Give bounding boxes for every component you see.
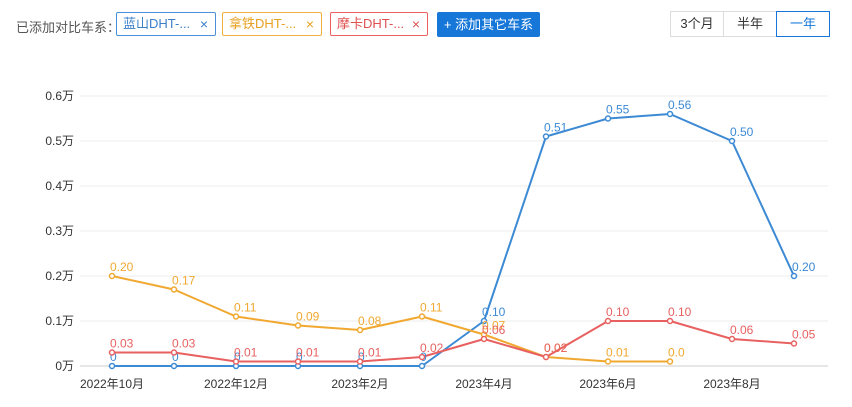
series-0-point	[790, 272, 798, 280]
add-series-button[interactable]: + 添加其它车系	[437, 12, 540, 37]
series-1-point	[294, 322, 302, 329]
series-1-data-label: 0.07	[482, 319, 506, 333]
series-1-data-label: 0.02	[544, 341, 568, 355]
x-tick-label: 2023年2月	[331, 377, 388, 391]
series-0-data-label: 0.56	[668, 98, 692, 112]
close-icon[interactable]: ×	[305, 16, 314, 32]
series-1-point	[418, 313, 426, 320]
series-2-data-label: 0.02	[544, 341, 568, 355]
series-1-line	[111, 275, 670, 363]
series-0-point	[666, 110, 674, 118]
series-2-point	[108, 349, 116, 356]
series-0-data-label: 0	[358, 350, 365, 364]
series-1-point	[666, 358, 674, 365]
compare-tag-natie[interactable]: 拿铁DHT-... ×	[222, 12, 322, 36]
series-2-point	[294, 358, 302, 365]
series-2-point	[232, 358, 240, 365]
series-0-data-label: 0.50	[730, 125, 754, 139]
series-2-point	[356, 358, 364, 365]
series-2-data-label: 0.10	[668, 305, 692, 319]
series-1-data-label: 0.08	[358, 314, 382, 328]
compare-tag-label: 拿铁DHT-...	[229, 16, 297, 31]
x-tick-label: 2022年10月	[80, 377, 144, 391]
close-icon[interactable]: ×	[199, 16, 208, 32]
series-0-data-label: 0	[172, 350, 179, 364]
series-2-point	[418, 353, 426, 361]
series-0-point	[728, 137, 736, 145]
series-1-point	[604, 358, 612, 365]
series-1-data-label: 0.11	[420, 301, 443, 315]
series-0-data-label: 0.51	[544, 121, 568, 135]
y-tick-label: 0万	[55, 359, 74, 373]
series-2-point	[604, 317, 612, 325]
series-2-data-label: 0.05	[792, 328, 816, 342]
series-2-data-label: 0.10	[606, 305, 630, 319]
compare-tag-moka[interactable]: 摩卡DHT-... ×	[330, 12, 428, 36]
series-1-data-label: 0.09	[296, 310, 320, 324]
series-2-point	[790, 340, 798, 347]
series-0-point	[542, 133, 550, 140]
compare-tag-lanshan[interactable]: 蓝山DHT-... ×	[116, 12, 216, 36]
y-tick-label: 0.5万	[45, 134, 74, 148]
series-1-point	[108, 272, 116, 280]
series-0-data-label: 0	[296, 350, 303, 364]
series-2-data-label: 0.01	[296, 346, 320, 360]
y-tick-label: 0.3万	[45, 224, 74, 238]
series-2-point	[728, 335, 736, 343]
x-tick-label: 2023年4月	[455, 377, 512, 391]
series-1-data-label: 0.01	[606, 346, 630, 360]
series-0-data-label: 0	[110, 350, 117, 364]
series-0-point	[604, 115, 612, 122]
series-1-point	[356, 326, 364, 334]
series-1-data-label: 0.20	[110, 260, 134, 274]
y-tick-label: 0.1万	[45, 314, 74, 328]
x-tick-label: 2023年8月	[703, 377, 760, 391]
series-1-point	[170, 286, 178, 293]
y-tick-label: 0.4万	[45, 179, 74, 193]
series-1-point	[232, 313, 240, 320]
series-2-point	[542, 353, 550, 361]
series-0-point	[480, 317, 488, 325]
range-half-year[interactable]: 半年	[723, 11, 777, 37]
series-2-data-label: 0.01	[234, 346, 258, 360]
series-2-data-label: 0.06	[482, 323, 506, 337]
series-2-data-label: 0.06	[730, 323, 754, 337]
x-tick-label: 2022年12月	[204, 377, 268, 391]
series-2-data-label: 0.03	[110, 337, 134, 351]
series-0-point	[418, 362, 426, 370]
series-2-point	[170, 349, 178, 356]
range-one-year[interactable]: 一年	[776, 11, 830, 37]
series-0-data-label: 0	[234, 350, 241, 364]
series-0-point	[108, 362, 116, 370]
series-2-point	[666, 317, 674, 325]
compare-label: 已添加对比车系：	[16, 20, 121, 35]
compare-toolbar: 已添加对比车系： 蓝山DHT-... × 拿铁DHT-... × 摩卡DHT-.…	[0, 0, 852, 50]
series-0-data-label: 0.10	[482, 305, 506, 319]
compare-tag-label: 摩卡DHT-...	[337, 16, 405, 31]
x-tick-label: 2023年6月	[579, 377, 636, 391]
series-0-line	[112, 113, 795, 367]
series-1-data-label: 0.11	[234, 301, 257, 315]
y-tick-label: 0.6万	[45, 89, 74, 103]
compare-tag-label: 蓝山DHT-...	[123, 16, 191, 31]
series-1-data-label: 0.17	[172, 274, 196, 288]
series-2-data-label: 0.03	[172, 337, 196, 351]
series-0-data-label: 0.55	[606, 103, 630, 117]
series-0-point	[170, 362, 178, 370]
series-2-point	[480, 335, 488, 343]
series-0-data-label: 0.20	[792, 260, 816, 274]
series-2-data-label: 0.01	[358, 346, 382, 360]
series-2-line	[112, 320, 795, 363]
series-1-data-label: 0.0	[668, 346, 685, 360]
y-tick-label: 0.2万	[45, 269, 74, 283]
series-2-data-label: 0.02	[420, 341, 444, 355]
close-icon[interactable]: ×	[411, 16, 420, 32]
